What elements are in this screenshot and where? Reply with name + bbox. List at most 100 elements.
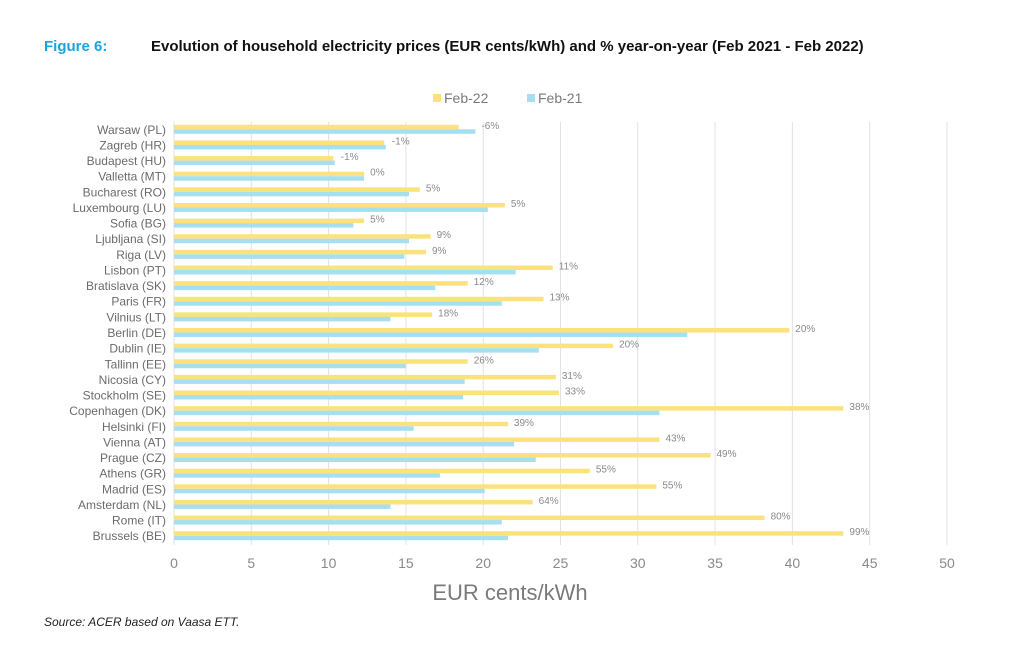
x-tick-label: 50 [939, 555, 955, 571]
category-label: Berlin (DE) [107, 326, 166, 340]
category-label: Vienna (AT) [103, 435, 166, 449]
legend-swatch-feb21 [527, 94, 535, 102]
data-label: 9% [432, 246, 447, 257]
data-label: -1% [392, 136, 410, 147]
category-label: Brussels (BE) [93, 529, 166, 543]
bar-feb22 [174, 265, 553, 270]
category-label: Prague (CZ) [100, 451, 166, 465]
bar-feb22 [174, 296, 544, 302]
data-label: 64% [539, 496, 559, 507]
data-label: 5% [370, 215, 385, 226]
data-label: 5% [426, 183, 441, 194]
bar-feb22 [174, 140, 385, 145]
data-label: 18% [438, 308, 458, 319]
bar-feb22 [174, 374, 556, 380]
bar-feb22 [174, 171, 365, 177]
data-label: 39% [514, 418, 534, 429]
data-label: 20% [619, 340, 639, 351]
data-labels: -6% -1% -1% 0% 5% 5% 5% 9% 9% 11% 12% 13% 18% 20% 20% 2… [341, 121, 870, 538]
bar-feb21 [174, 144, 386, 150]
category-label: Luxembourg (LU) [73, 201, 166, 215]
bar-feb22 [174, 234, 431, 239]
data-label: 12% [474, 277, 494, 288]
bar-feb22 [174, 359, 468, 364]
x-tick-label: 5 [247, 555, 255, 571]
bar-feb21 [174, 254, 405, 259]
bar-feb21 [174, 176, 365, 181]
bar-feb21 [174, 410, 660, 416]
bar-feb21 [174, 395, 464, 400]
data-label: 13% [549, 293, 569, 304]
category-label: Copenhagen (DK) [69, 404, 166, 418]
bar-feb22 [174, 421, 508, 427]
bar-feb22 [174, 406, 844, 411]
data-label: 43% [665, 433, 685, 444]
bar-feb21 [174, 301, 502, 306]
bar-feb21 [174, 348, 539, 353]
category-label: Valletta (MT) [98, 170, 166, 184]
bar-feb21 [174, 191, 409, 197]
bar-feb21 [174, 426, 414, 431]
bar-feb21 [174, 520, 502, 525]
bars [174, 124, 844, 541]
category-label: Riga (LV) [116, 248, 166, 262]
data-label: 38% [849, 402, 869, 413]
bar-feb21 [174, 160, 335, 166]
bar-feb21 [174, 473, 440, 478]
bar-feb21 [174, 238, 409, 244]
bar-feb22 [174, 281, 468, 286]
legend-label-feb22: Feb-22 [444, 90, 489, 106]
category-label: Dublin (IE) [109, 342, 166, 356]
data-label: -6% [481, 121, 499, 132]
bar-feb21 [174, 316, 391, 322]
bar-feb22 [174, 218, 365, 224]
legend-swatch-feb22 [433, 94, 441, 102]
bar-feb22 [174, 249, 426, 255]
bar-feb21 [174, 363, 406, 369]
x-tick-label: 20 [475, 555, 491, 571]
bar-feb22 [174, 468, 590, 474]
category-label: Helsinki (FI) [102, 420, 166, 434]
category-label: Madrid (ES) [102, 482, 166, 496]
x-ticks: 0 5 10 15 20 25 30 35 40 45 50 [170, 555, 955, 571]
data-label: 33% [565, 387, 585, 398]
data-label: 26% [474, 355, 494, 366]
category-label: Warsaw (PL) [97, 123, 166, 137]
bar-feb22 [174, 484, 657, 489]
bar-feb22 [174, 202, 505, 208]
data-label: 9% [437, 230, 452, 241]
data-label: 5% [511, 199, 526, 210]
data-label: 20% [795, 324, 815, 335]
category-label: Tallinn (EE) [105, 357, 166, 371]
category-label: Zagreb (HR) [99, 138, 166, 152]
bar-feb21 [174, 488, 485, 494]
x-tick-label: 25 [553, 555, 569, 571]
x-tick-label: 40 [785, 555, 801, 571]
category-label: Sofia (BG) [110, 217, 166, 231]
category-label: Lisbon (PT) [104, 263, 166, 277]
data-label: 80% [771, 512, 791, 523]
category-label: Vilnius (LT) [106, 310, 166, 324]
bar-feb22 [174, 156, 334, 161]
bar-feb21 [174, 223, 354, 228]
x-tick-label: 15 [398, 555, 414, 571]
bar-feb22 [174, 499, 533, 505]
data-label: 0% [370, 168, 385, 179]
bar-feb22 [174, 124, 459, 130]
bar-feb21 [174, 332, 688, 338]
bar-feb22 [174, 343, 614, 349]
data-label: 49% [716, 449, 736, 460]
category-labels: Warsaw (PL)Zagreb (HR) Budapest (HU) Valle… [69, 123, 166, 543]
category-label: Rome (IT) [112, 514, 166, 528]
category-label: Budapest (HU) [87, 154, 166, 168]
category-label: Athens (GR) [99, 467, 166, 481]
category-label: Nicosia (CY) [99, 373, 166, 387]
bar-feb22 [174, 390, 559, 396]
bar-feb22 [174, 187, 420, 192]
data-label: 11% [559, 261, 578, 272]
bar-feb21 [174, 504, 391, 509]
bar-feb21 [174, 535, 508, 541]
bar-feb22 [174, 328, 790, 333]
category-label: Bratislava (SK) [86, 279, 166, 293]
